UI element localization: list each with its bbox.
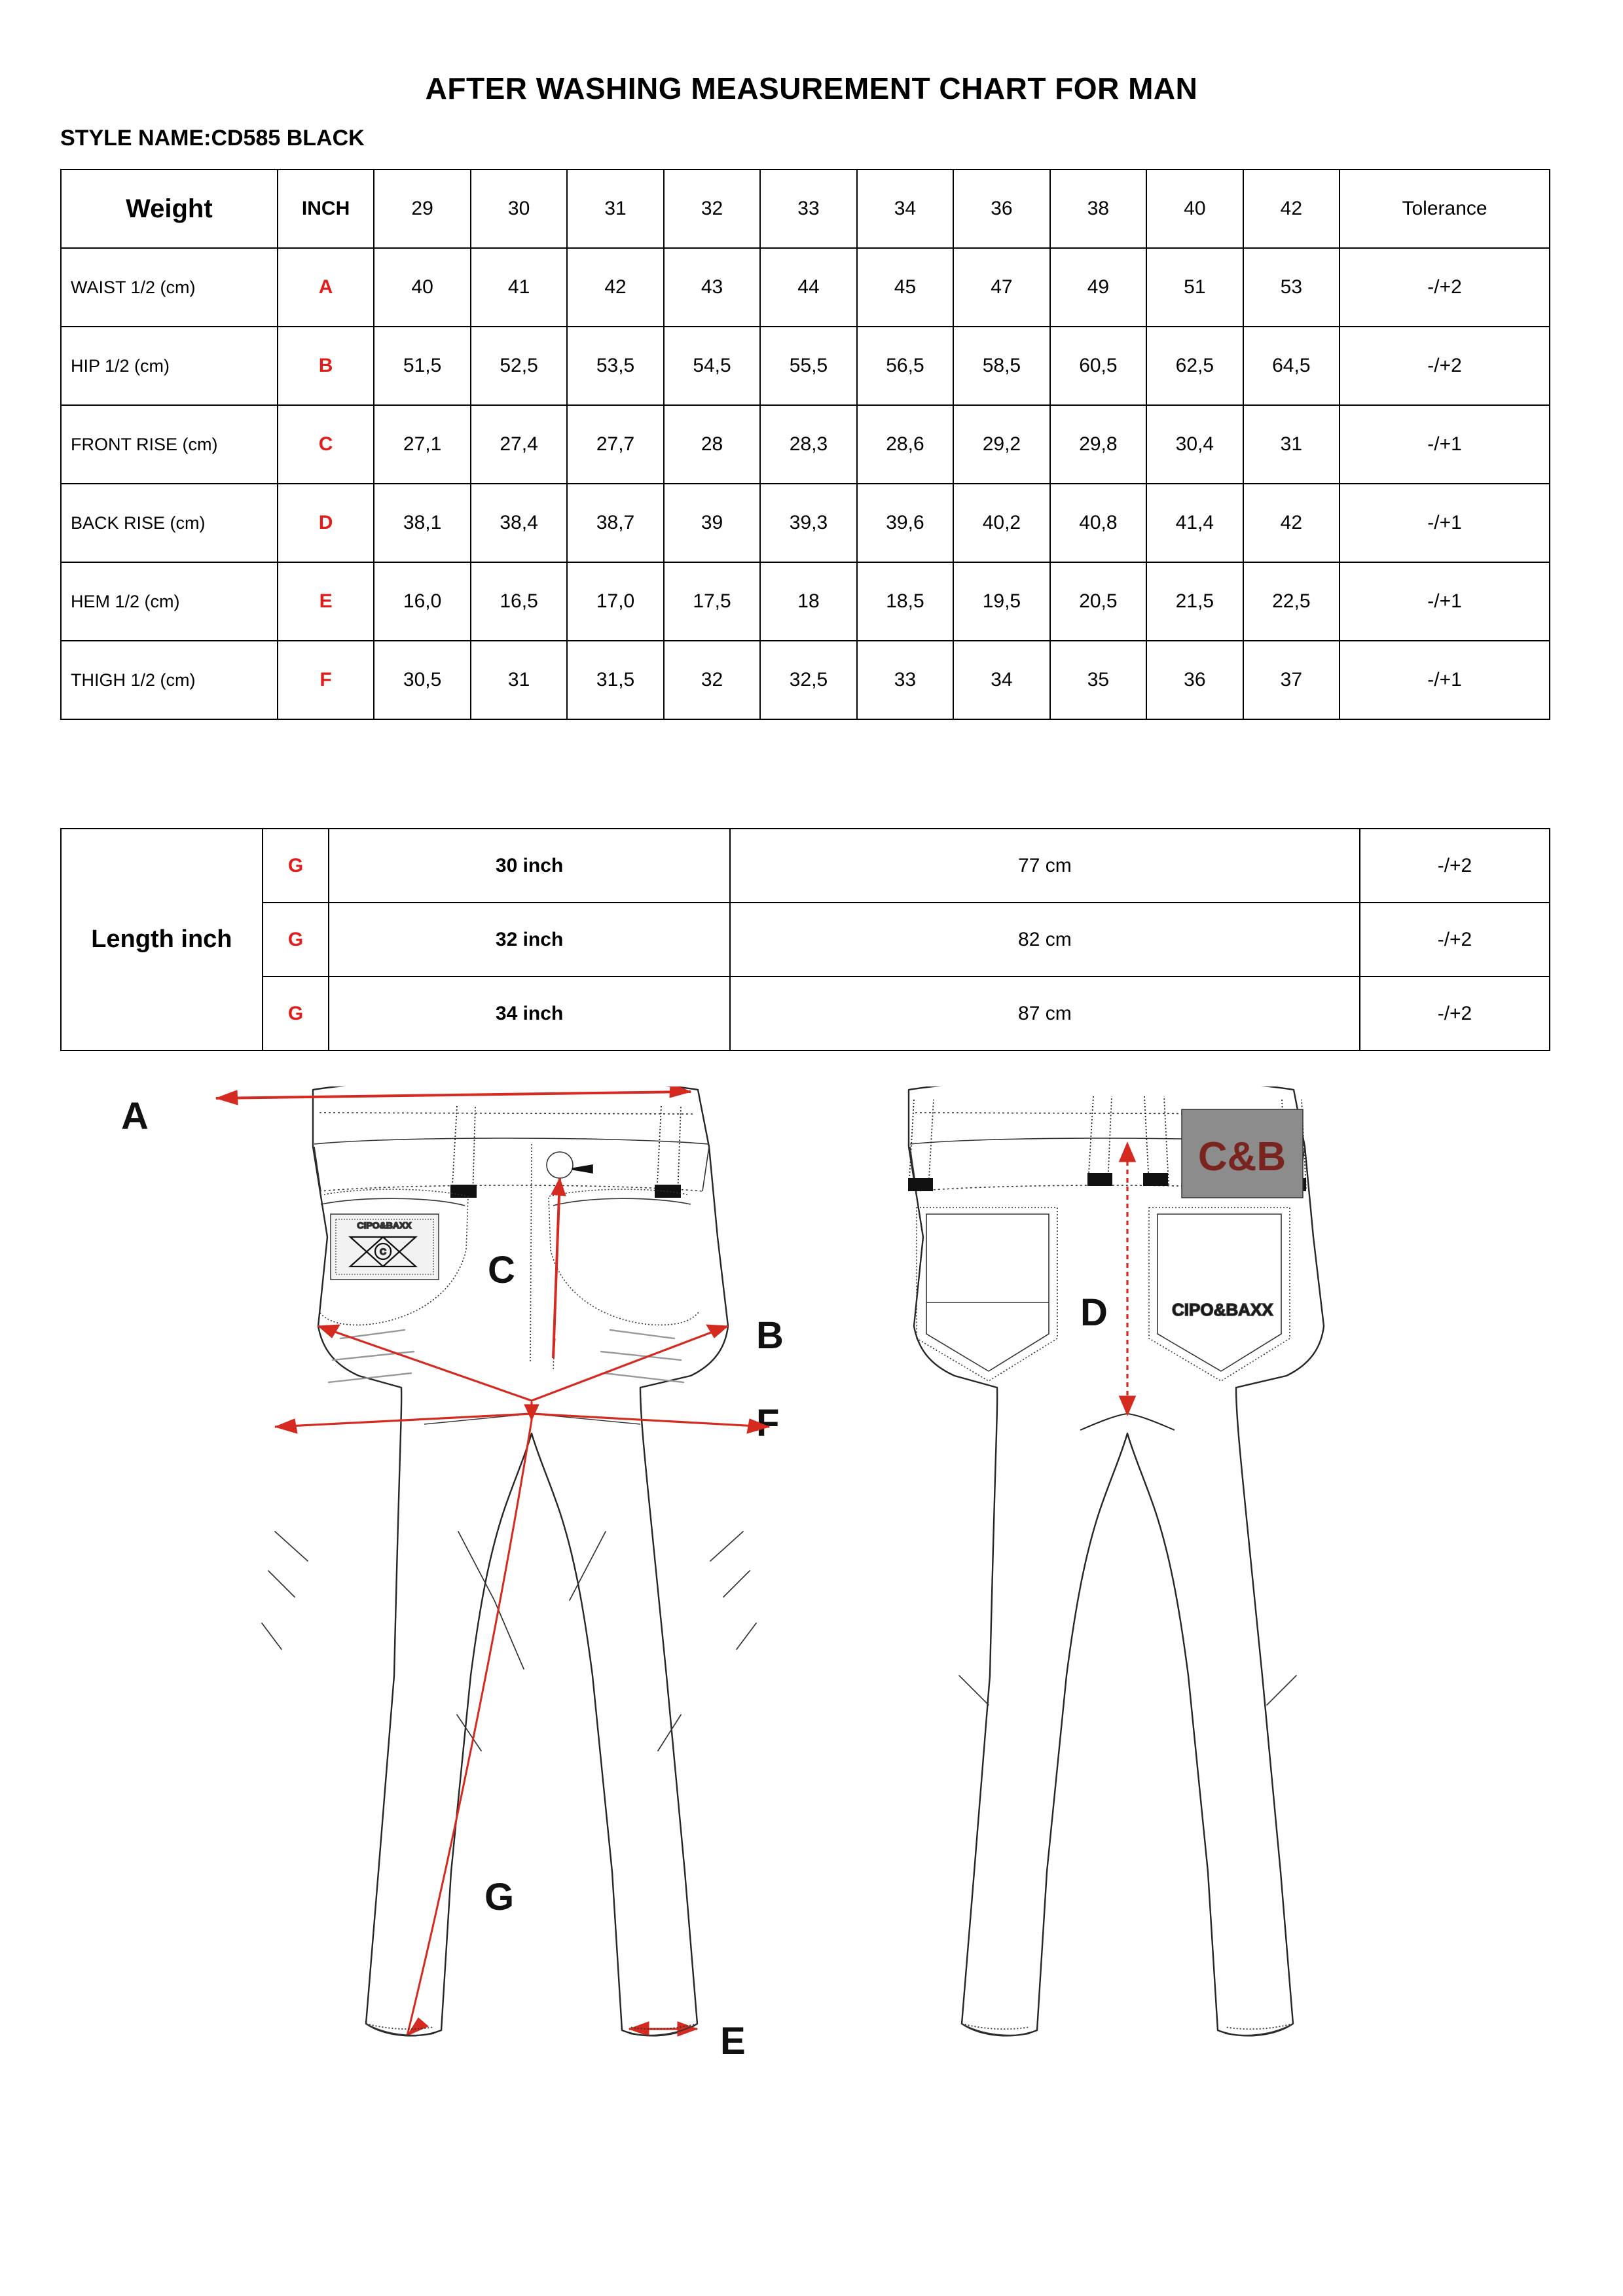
svg-text:CIPO&BAXX: CIPO&BAXX [1172, 1300, 1273, 1319]
svg-text:C: C [488, 1249, 515, 1291]
svg-text:A: A [121, 1095, 149, 1138]
svg-text:E: E [720, 2020, 746, 2062]
svg-text:G: G [484, 1876, 514, 1918]
svg-text:C: C [380, 1246, 386, 1257]
svg-text:CIPO&BAXX: CIPO&BAXX [357, 1220, 412, 1230]
svg-text:D: D [1080, 1291, 1108, 1334]
svg-text:B: B [756, 1314, 784, 1357]
svg-text:C&B: C&B [1198, 1134, 1286, 1179]
